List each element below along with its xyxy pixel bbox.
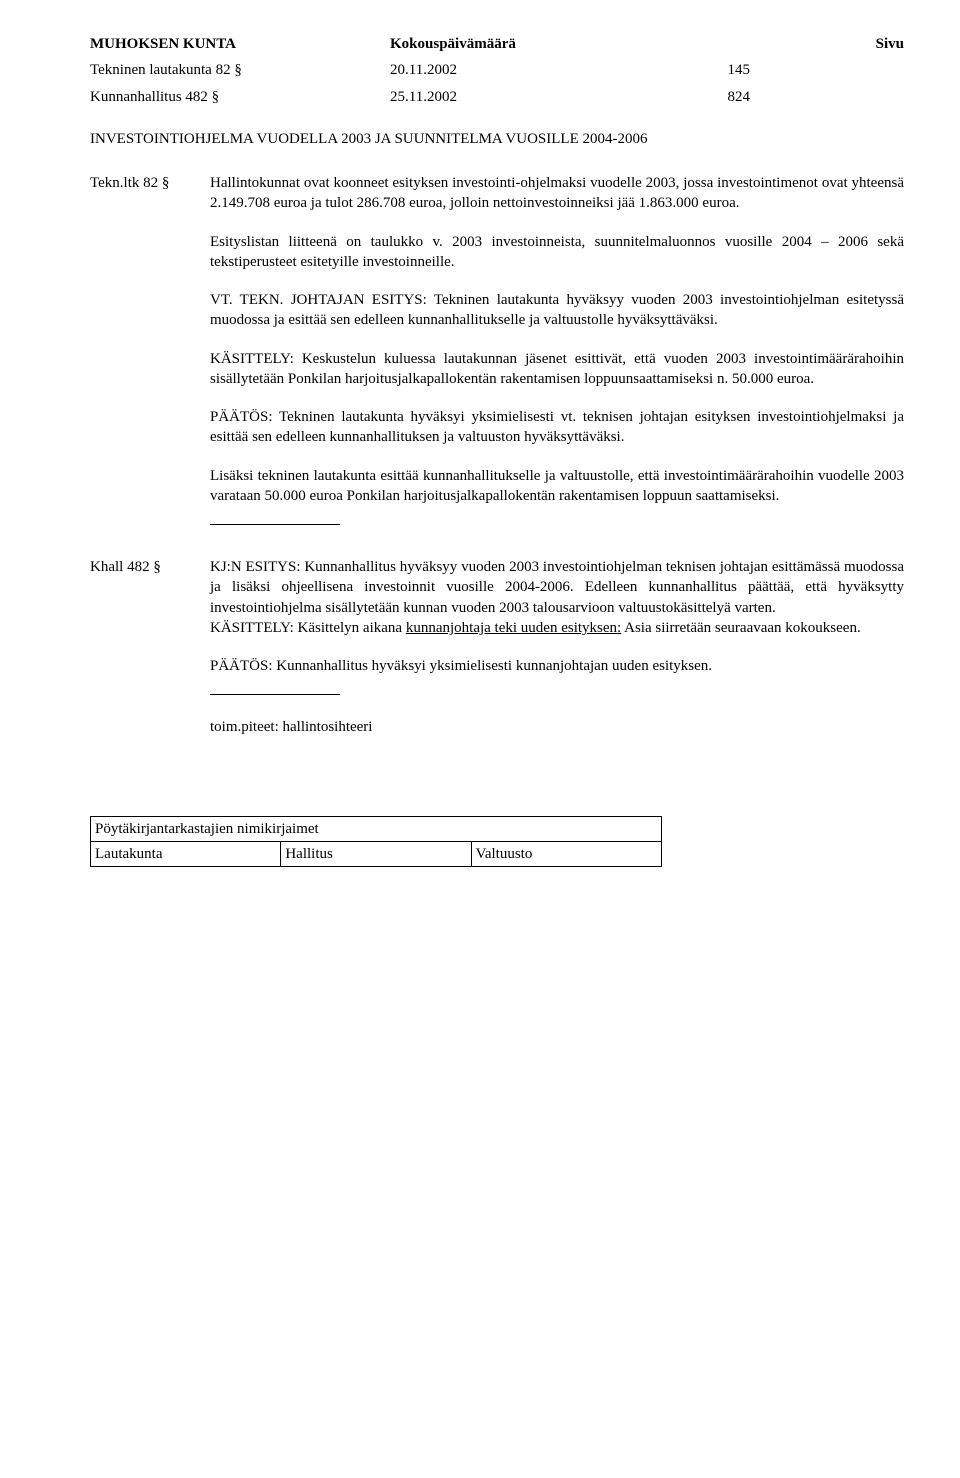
meeting-body: Tekninen lautakunta 82 §: [90, 60, 390, 80]
footer-cell-hallitus: Hallitus: [280, 842, 470, 866]
tekn-para: PÄÄTÖS: Tekninen lautakunta hyväksyi yks…: [210, 407, 904, 448]
tekn-para: Esityslistan liitteenä on taulukko v. 20…: [210, 232, 904, 273]
signature-line: [210, 524, 340, 525]
header-org: MUHOKSEN KUNTA: [90, 34, 390, 54]
footer-cell-valtuusto: Valtuusto: [471, 842, 661, 866]
page: MUHOKSEN KUNTA Kokouspäivämäärä Sivu Tek…: [0, 0, 960, 1478]
khall-para: PÄÄTÖS: Kunnanhallitus hyväksyi yksimiel…: [210, 656, 904, 676]
tekn-label: Tekn.ltk 82 §: [90, 173, 210, 547]
khall-para1-mid-post: Asia siirretään seuraavaan kokoukseen.: [621, 620, 861, 636]
tekn-para: Hallintokunnat ovat koonneet esityksen i…: [210, 173, 904, 214]
khall-para1-pre: KJ:N ESITYS: Kunnanhallitus hyväksyy vuo…: [210, 559, 904, 616]
footer-top: Pöytäkirjantarkastajien nimikirjaimet: [91, 817, 661, 842]
khall-para: KJ:N ESITYS: Kunnanhallitus hyväksyy vuo…: [210, 557, 904, 638]
tekn-body: Hallintokunnat ovat koonneet esityksen i…: [210, 173, 904, 547]
header-page-label: Sivu: [710, 34, 904, 54]
signature-line: [210, 694, 340, 695]
meeting-body: Kunnanhallitus 482 §: [90, 87, 390, 107]
tekn-section: Tekn.ltk 82 § Hallintokunnat ovat koonne…: [90, 173, 904, 547]
header-doc: Kokouspäivämäärä: [390, 34, 710, 54]
meeting-page: 145: [570, 60, 750, 80]
khall-para1-mid-plain: KÄSITTELY: Käsittelyn aikana: [210, 620, 406, 636]
document-title: INVESTOINTIOHJELMA VUODELLA 2003 JA SUUN…: [90, 129, 904, 149]
meeting-date: 20.11.2002: [390, 60, 570, 80]
khall-body: KJ:N ESITYS: Kunnanhallitus hyväksyy vuo…: [210, 557, 904, 756]
footer-cells: Lautakunta Hallitus Valtuusto: [91, 842, 661, 866]
page-header: MUHOKSEN KUNTA Kokouspäivämäärä Sivu: [90, 34, 904, 54]
khall-section: Khall 482 § KJ:N ESITYS: Kunnanhallitus …: [90, 557, 904, 756]
khall-para1-mid-u: kunnanjohtaja teki uuden esityksen:: [406, 620, 621, 636]
tekn-para: VT. TEKN. JOHTAJAN ESITYS: Tekninen laut…: [210, 290, 904, 331]
tekn-para: KÄSITTELY: Keskustelun kuluessa lautakun…: [210, 349, 904, 390]
footer-cell-lautakunta: Lautakunta: [91, 842, 280, 866]
khall-label: Khall 482 §: [90, 557, 210, 756]
meeting-row: Kunnanhallitus 482 § 25.11.2002 824: [90, 87, 904, 107]
meeting-page: 824: [570, 87, 750, 107]
tekn-para: Lisäksi tekninen lautakunta esittää kunn…: [210, 466, 904, 507]
khall-toim: toim.piteet: hallintosihteeri: [210, 717, 904, 737]
footer-box: Pöytäkirjantarkastajien nimikirjaimet La…: [90, 816, 662, 868]
meeting-date: 25.11.2002: [390, 87, 570, 107]
meeting-row: Tekninen lautakunta 82 § 20.11.2002 145: [90, 60, 904, 80]
